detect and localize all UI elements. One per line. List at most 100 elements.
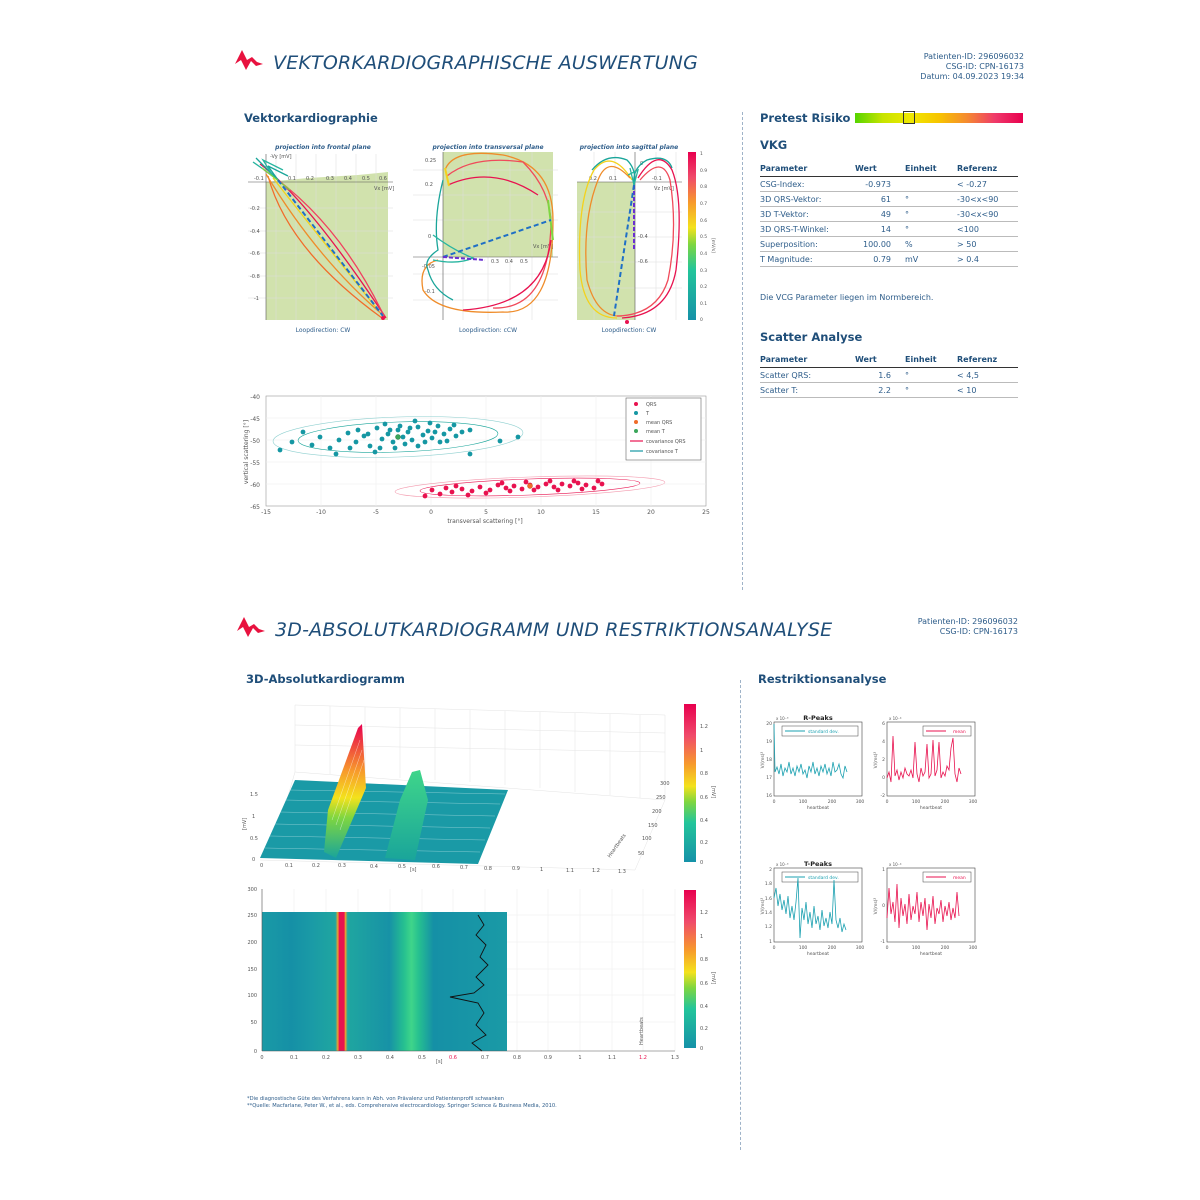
svg-text:25: 25 [702,509,710,516]
param-value: 1.6 [855,367,905,383]
r-peaks-std-chart: R-Peaks x 10⁻³ standard dev. 20 19 18 17 16 … [760,712,870,812]
svg-text:0.3: 0.3 [354,1055,362,1061]
patient-id: Patienten-ID: 296096032 [917,617,1018,626]
exponent-label: x 10⁻³ [776,716,789,721]
param-unit: ° [905,221,957,237]
svg-text:200: 200 [941,799,950,805]
svg-text:0.1: 0.1 [700,301,707,307]
svg-text:200: 200 [828,945,837,951]
svg-text:-0.6: -0.6 [250,251,260,257]
t-peaks-title: T-Peaks [804,860,832,868]
svg-text:1.1: 1.1 [608,1055,616,1061]
param-reference: < 4,5 [957,367,1018,383]
svg-text:50: 50 [251,1020,257,1026]
param-name: Scatter T: [760,382,855,398]
svg-text:200: 200 [247,940,257,946]
svg-text:1: 1 [700,151,703,157]
brand-logo [233,48,265,74]
x-label: heartbeat [920,805,942,811]
svg-text:100: 100 [799,799,808,805]
param-unit: ° [905,382,957,398]
svg-text:[s]: [s] [436,1059,443,1065]
svg-text:Vx [mV]: Vx [mV] [374,186,394,192]
svg-text:6: 6 [882,721,885,727]
svg-text:15: 15 [592,509,600,516]
svg-text:300: 300 [856,799,865,805]
svg-text:20: 20 [766,721,772,727]
page-title: VEKTORKARDIOGRAPHISCHE AUSWERTUNG [273,52,699,74]
date: Datum: 04.09.2023 19:34 [920,72,1024,81]
param-reference: -30<x<90 [957,206,1018,222]
param-unit: % [905,236,957,252]
column-divider-2 [740,680,741,1150]
col-referenz: Referenz [957,353,1018,368]
y-label: V/(ms)² [760,897,766,914]
svg-text:-Vy [mV]: -Vy [mV] [270,154,292,160]
svg-text:0.9: 0.9 [544,1055,552,1061]
svg-text:150: 150 [648,823,658,829]
footnote-2: **Quelle: Macfarlane, Peter W., et al., … [247,1103,557,1109]
velocity-colorbar: 1 0.9 0.8 0.7 0.6 0.5 0.4 0.3 0.2 0.1 0 [mV/s] [688,150,718,323]
svg-text:0.7: 0.7 [481,1055,489,1061]
param-name: 3D T-Vektor: [760,206,855,222]
param-name: CSG-Index: [760,176,855,192]
svg-text:-0.4: -0.4 [638,234,648,240]
param-reference: < 10 [957,382,1018,398]
svg-text:300: 300 [247,887,257,893]
svg-text:0.4: 0.4 [700,818,708,824]
svg-text:0.7: 0.7 [460,865,468,871]
svg-text:19: 19 [766,739,772,745]
svg-text:4: 4 [882,739,885,745]
y-label: V/(ms)² [873,751,879,768]
svg-text:0.3: 0.3 [700,268,707,274]
svg-text:projection into frontal plane: projection into frontal plane [274,144,371,151]
svg-text:-0.8: -0.8 [250,274,260,280]
svg-text:0.2: 0.2 [700,284,707,290]
svg-text:0.6: 0.6 [700,795,708,801]
section-title-vektorkardiographie: Vektorkardiographie [244,111,378,125]
svg-text:[s]: [s] [410,867,417,873]
transversal-plane-plot: projection into transversal plane 0.25 0.… [413,140,563,335]
col-parameter: Parameter [760,353,855,368]
svg-text:1: 1 [540,867,543,873]
scatter-table-container: Parameter Wert Einheit Referenz Scatter … [760,353,1018,398]
svg-text:-0.1: -0.1 [425,289,435,295]
svg-text:1: 1 [700,748,703,754]
svg-text:-10: -10 [316,509,326,516]
vkg-note: Die VCG Parameter liegen im Normbereich. [760,293,934,302]
svg-text:50: 50 [638,851,644,857]
svg-text:5: 5 [484,509,488,516]
column-divider-1 [742,112,743,590]
sagittal-plane-plot: projection into sagittal plane 0.2 0.1 -0.… [572,140,687,335]
vkg-table-container: Parameter Wert Einheit Referenz CSG-Inde… [760,162,1018,267]
svg-text:covariance T: covariance T [646,449,679,455]
svg-text:0.2: 0.2 [322,1055,330,1061]
svg-text:0: 0 [260,863,263,869]
svg-text:250: 250 [247,913,257,919]
table-row: Superposition: 100.00% > 50 [760,236,1018,252]
legend-std: standard dev. [808,875,839,881]
svg-text:18: 18 [766,757,772,763]
exponent-label: x 10⁻⁴ [889,862,902,867]
svg-text:300: 300 [969,799,978,805]
csg-id: CSG-ID: CPN-16173 [939,627,1018,636]
surface-3d-plot: 0 0.5 1 1.5 [mV] 0 0.1 0.2 0.3 0.4 0.5 0.6 0.7 0.8 0… [240,700,680,880]
page-title-2: 3D-ABSOLUTKARDIOGRAMM UND RESTRIKTIONSAN… [275,619,833,641]
y-label: V/(ms)² [760,751,766,768]
heatmap-plot: 300 250 200 150 100 50 0 0 0.1 0.2 0.3 0.4 0.5 0.6 0.… [240,885,680,1065]
svg-text:0.1: 0.1 [288,176,296,182]
x-label: heartbeat [920,951,942,957]
svg-text:0.4: 0.4 [370,864,378,870]
svg-text:1.2: 1.2 [765,924,772,930]
svg-text:100: 100 [642,836,652,842]
svg-text:20: 20 [647,509,655,516]
svg-text:0: 0 [700,1046,703,1050]
svg-text:0.4: 0.4 [700,251,707,257]
col-parameter: Parameter [760,162,855,177]
svg-text:1.2: 1.2 [700,724,708,730]
param-value: 49 [855,206,905,222]
svg-text:-15: -15 [261,509,271,516]
scatter-table: Parameter Wert Einheit Referenz Scatter … [760,353,1018,398]
svg-text:0.5: 0.5 [520,259,528,265]
r-peaks-mean-chart: x 10⁻⁴ mean 6 4 2 0 -2 0 100 200 300 heartbeat … [873,712,983,812]
